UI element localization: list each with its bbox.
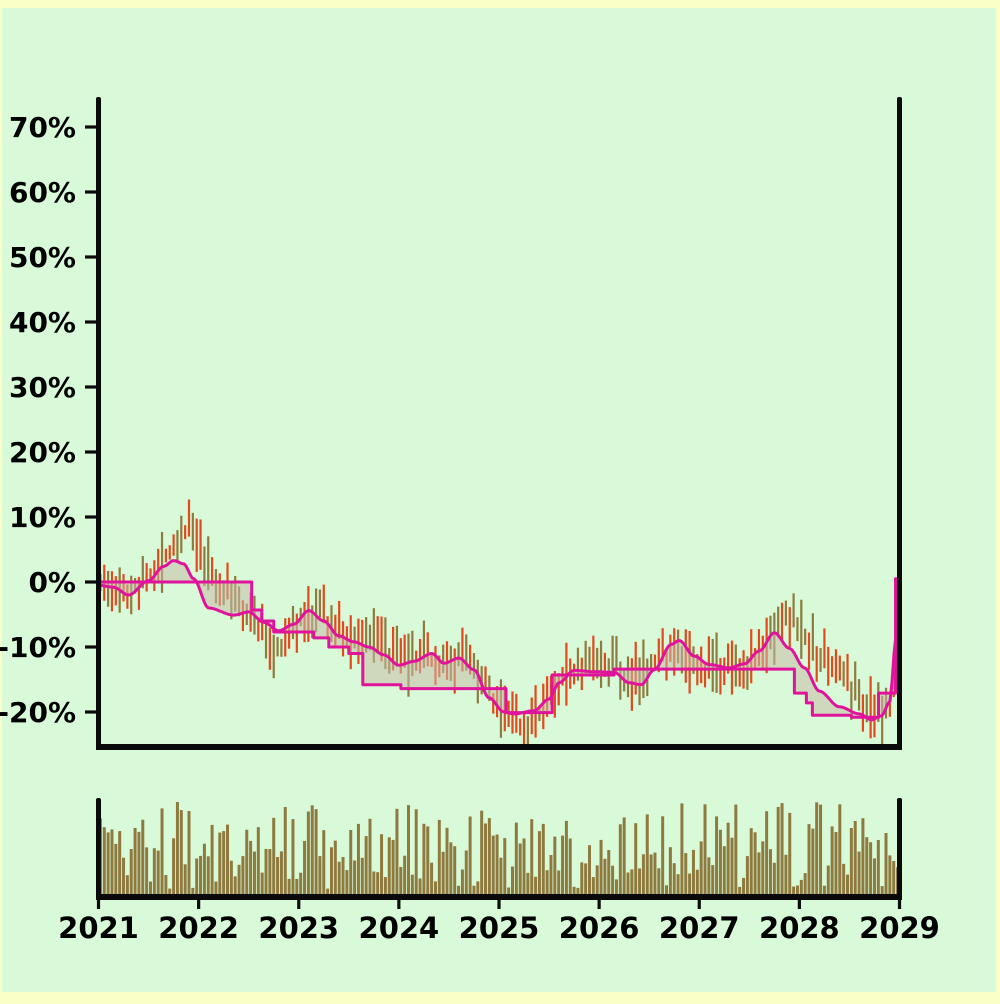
y-tick xyxy=(85,580,96,584)
y-tick xyxy=(85,710,96,714)
y-tick xyxy=(85,645,96,649)
x-tick-label: 2025 xyxy=(459,911,540,945)
y-tick-label: 10% xyxy=(9,501,76,534)
x-tick xyxy=(96,900,101,909)
volume-axes: 2021 2022 2023 2024 2025 2026 2027 2028 2029 xyxy=(58,798,940,945)
y-tick xyxy=(85,320,96,324)
x-tick-label: 2029 xyxy=(859,911,940,945)
x-tick-label: 2026 xyxy=(559,911,640,945)
y-tick xyxy=(85,255,96,259)
y-tick-label: 0% xyxy=(28,566,76,599)
y-tick-label: 40% xyxy=(9,306,76,339)
x-tick-label: 2024 xyxy=(359,911,440,945)
ma-overlay-line xyxy=(98,559,898,722)
fill-between-region xyxy=(100,560,895,720)
y-tick-label: 50% xyxy=(9,241,76,274)
y-tick xyxy=(85,515,96,519)
y-tick xyxy=(85,450,96,454)
x-tick xyxy=(397,900,401,909)
y-tick xyxy=(85,125,96,129)
y-tick-label: -10% xyxy=(0,631,76,664)
x-tick-label: 2021 xyxy=(58,911,139,945)
main-axes: 70% 60% 50% 40% 30% 20% 10% 0% -10% -20% xyxy=(0,97,902,750)
plot-background xyxy=(2,8,996,992)
y-tick-label: 30% xyxy=(9,371,76,404)
y-tick-label: 70% xyxy=(9,111,76,144)
x-tick-label: 2028 xyxy=(759,911,840,945)
x-tick xyxy=(797,900,801,909)
x-tick xyxy=(297,900,301,909)
volume-panel xyxy=(98,802,900,897)
x-tick xyxy=(697,900,701,909)
x-tick xyxy=(497,900,501,909)
y-tick-label: 20% xyxy=(9,436,76,469)
y-tick xyxy=(85,190,96,194)
y-tick-label: 60% xyxy=(9,176,76,209)
y-tick xyxy=(85,385,96,389)
x-tick-label: 2027 xyxy=(659,911,740,945)
x-tick xyxy=(597,900,601,909)
x-tick-label: 2023 xyxy=(258,911,339,945)
x-tick-label: 2022 xyxy=(158,911,239,945)
x-tick xyxy=(897,900,902,909)
y-tick-label: -20% xyxy=(0,696,76,729)
x-tick xyxy=(197,900,201,909)
